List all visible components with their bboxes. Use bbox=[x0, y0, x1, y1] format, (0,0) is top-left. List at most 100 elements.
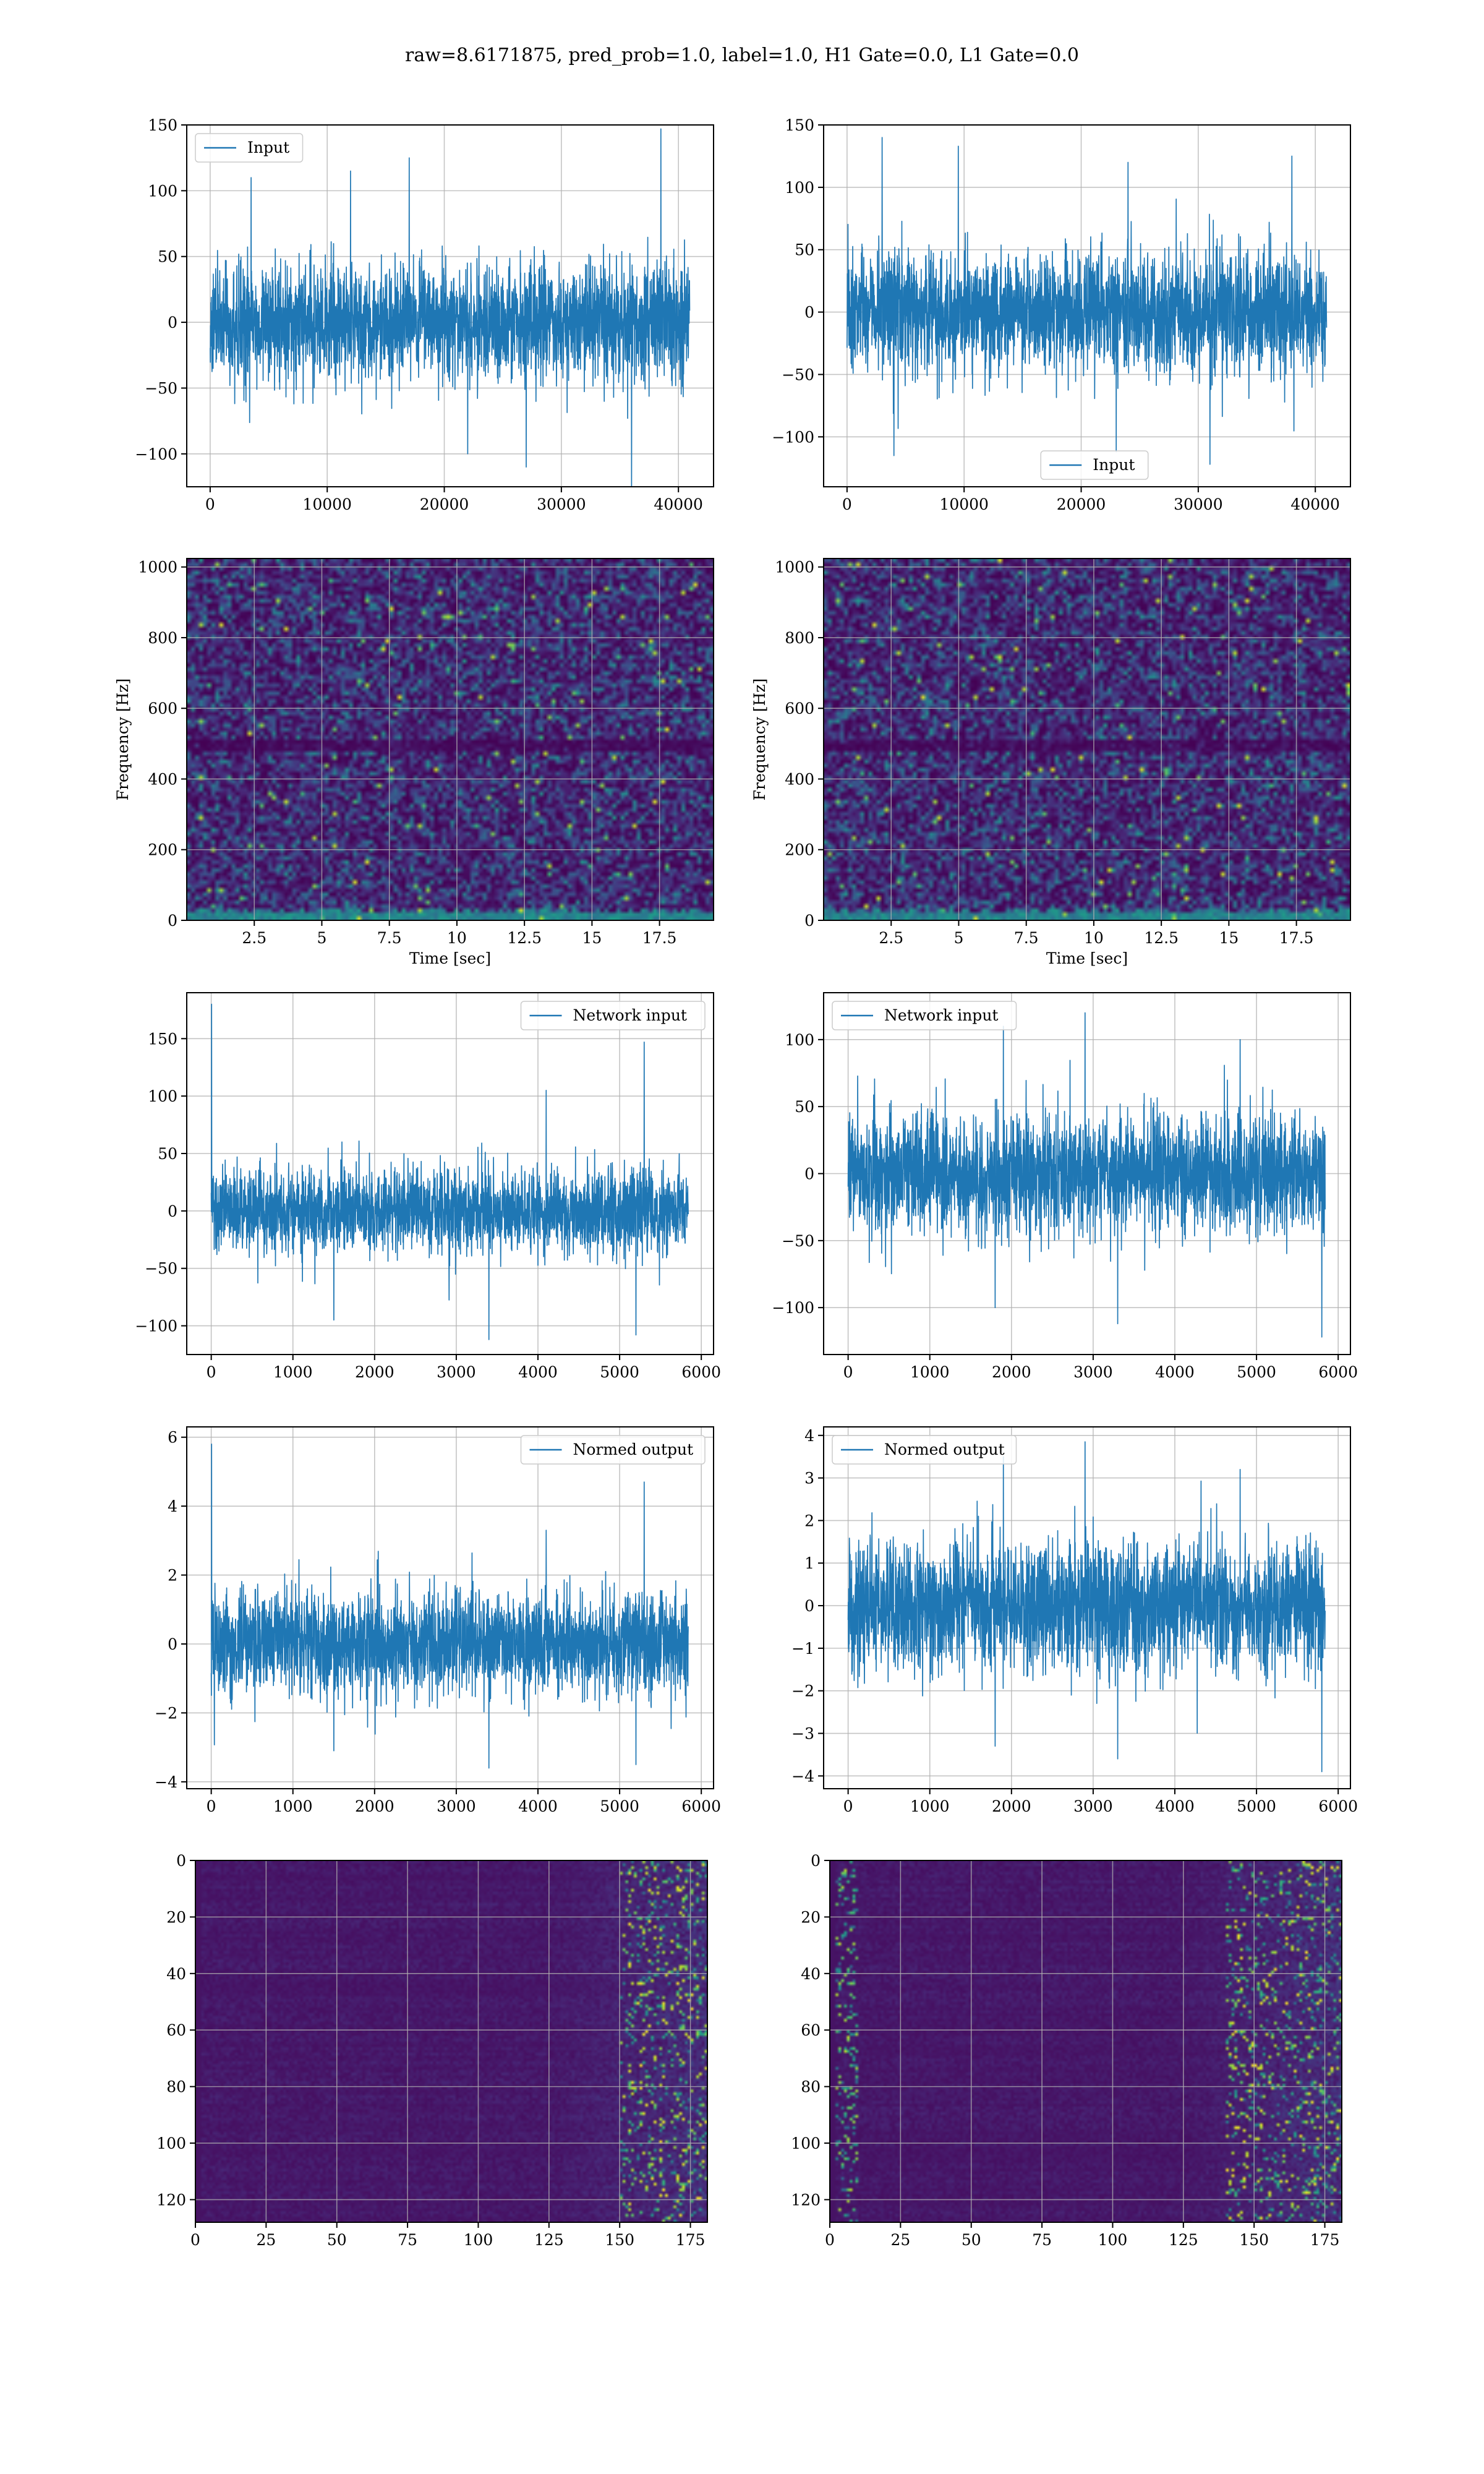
y-tick-label: 50 bbox=[795, 241, 814, 259]
y-tick-label: 80 bbox=[801, 2078, 821, 2096]
x-tick-label: 3000 bbox=[437, 1363, 476, 1381]
x-axis-label: Time [sec] bbox=[409, 949, 491, 967]
y-tick-label: 0 bbox=[804, 1597, 814, 1615]
network-input-left-legend: Network input bbox=[520, 1001, 706, 1030]
x-tick-label: 6000 bbox=[1318, 1797, 1358, 1815]
x-tick-label: 1000 bbox=[910, 1363, 950, 1381]
y-tick-label: 50 bbox=[158, 1145, 177, 1163]
normed-output-left-panel: 0 1000 2000 3000 4000 5000 6000 −4 −2 0 2 4 6 Normed … bbox=[155, 1426, 721, 1815]
y-tick-label: 2 bbox=[804, 1512, 814, 1530]
normed-output-right-legend: Normed output bbox=[832, 1435, 1017, 1465]
y-tick-label: 4 bbox=[804, 1427, 814, 1445]
y-tick-label: 3 bbox=[804, 1470, 814, 1487]
spectrogram-left-image bbox=[187, 559, 714, 920]
y-tick-label: −2 bbox=[155, 1704, 177, 1722]
y-tick-label: 1 bbox=[804, 1554, 814, 1572]
axes-frame bbox=[186, 558, 714, 921]
feature-map-left-panel: 0 25 50 75 100 125 150 175 0 20 40 60 80 100 120 bbox=[156, 1852, 708, 2249]
x-tick-label: 100 bbox=[1098, 2231, 1128, 2249]
network-input-right-legend: Network input bbox=[832, 1001, 1017, 1030]
x-tick-label: 175 bbox=[1310, 2231, 1340, 2249]
x-tick-label: 6000 bbox=[681, 1363, 721, 1381]
x-tick-label: 5000 bbox=[1237, 1363, 1276, 1381]
x-tick-label: 20000 bbox=[420, 495, 469, 513]
network-input-left-panel: 0 1000 2000 3000 4000 5000 6000 −100 −50 0 50 100 15… bbox=[135, 992, 721, 1381]
normed-output-left-legend: Normed output bbox=[520, 1435, 706, 1465]
x-tick-label: 17.5 bbox=[642, 929, 677, 947]
input-left-panel: 0 10000 20000 30000 40000 −100 −50 0 50 100 150 Inp… bbox=[135, 116, 714, 513]
y-tick-label: 40 bbox=[166, 1965, 186, 1983]
input-left-series-line bbox=[210, 128, 691, 487]
input-right-legend: Input bbox=[1040, 450, 1149, 480]
y-tick-label: −50 bbox=[782, 1232, 814, 1250]
x-tick-label: 15 bbox=[1219, 929, 1239, 947]
x-tick-label: 17.5 bbox=[1279, 929, 1314, 947]
x-tick-label: 0 bbox=[843, 1363, 853, 1381]
y-axis-label: Frequency [Hz] bbox=[751, 678, 769, 801]
x-tick-label: 5 bbox=[317, 929, 327, 947]
y-tick-label: −50 bbox=[145, 1260, 177, 1278]
x-tick-label: 40000 bbox=[1290, 495, 1340, 513]
x-tick-label: 4000 bbox=[1155, 1797, 1195, 1815]
y-tick-label: 400 bbox=[148, 770, 177, 788]
y-tick-label: 0 bbox=[168, 314, 177, 332]
x-tick-label: 4000 bbox=[518, 1797, 558, 1815]
axes-frame bbox=[195, 1860, 708, 2223]
y-tick-label: 100 bbox=[791, 2134, 821, 2152]
y-tick-label: 0 bbox=[804, 1165, 814, 1183]
axes-frame bbox=[829, 1860, 1342, 2223]
spectrogram-left-panel: 2.5 5 7.5 10 12.5 15 17.5 0 200 400 600 800 1000 Time… bbox=[114, 558, 714, 967]
x-tick-label: 30000 bbox=[1174, 495, 1223, 513]
x-tick-label: 30000 bbox=[537, 495, 586, 513]
x-tick-label: 0 bbox=[205, 495, 215, 513]
x-tick-label: 125 bbox=[534, 2231, 564, 2249]
x-tick-label: 1000 bbox=[273, 1363, 313, 1381]
feature-map-left-image bbox=[195, 1860, 707, 2222]
x-tick-label: 6000 bbox=[681, 1797, 721, 1815]
x-tick-label: 10 bbox=[1084, 929, 1104, 947]
x-tick-label: 2000 bbox=[992, 1797, 1031, 1815]
y-tick-label: −100 bbox=[772, 1299, 814, 1317]
x-tick-label: 150 bbox=[1239, 2231, 1269, 2249]
x-tick-label: 4000 bbox=[518, 1363, 558, 1381]
y-tick-label: 0 bbox=[168, 1202, 177, 1220]
y-tick-label: 0 bbox=[168, 1635, 177, 1653]
x-tick-label: 5000 bbox=[600, 1797, 639, 1815]
legend-label: Input bbox=[1093, 456, 1135, 474]
y-tick-label: −4 bbox=[791, 1767, 814, 1785]
y-tick-label: 200 bbox=[148, 841, 177, 859]
x-tick-label: 0 bbox=[842, 495, 852, 513]
x-tick-label: 0 bbox=[207, 1363, 216, 1381]
y-tick-label: 20 bbox=[801, 1908, 821, 1926]
x-tick-label: 2.5 bbox=[879, 929, 903, 947]
x-tick-label: 10000 bbox=[939, 495, 989, 513]
y-tick-label: 150 bbox=[785, 116, 814, 134]
legend-label: Network input bbox=[884, 1006, 998, 1024]
x-tick-label: 125 bbox=[1169, 2231, 1198, 2249]
x-tick-label: 0 bbox=[207, 1797, 216, 1815]
y-tick-label: 100 bbox=[785, 1031, 814, 1049]
y-tick-label: 200 bbox=[785, 841, 814, 859]
y-tick-label: 600 bbox=[148, 700, 177, 717]
legend-label: Input bbox=[247, 139, 289, 156]
y-tick-label: −1 bbox=[791, 1640, 814, 1658]
legend-label: Normed output bbox=[884, 1440, 1005, 1458]
x-tick-label: 0 bbox=[190, 2231, 200, 2249]
y-tick-label: 150 bbox=[148, 1030, 177, 1048]
y-tick-label: −100 bbox=[772, 428, 814, 446]
y-tick-label: 120 bbox=[791, 2191, 821, 2209]
y-tick-label: 60 bbox=[166, 2021, 186, 2039]
y-tick-label: 20 bbox=[166, 1908, 186, 1926]
y-tick-label: 400 bbox=[785, 770, 814, 788]
y-tick-label: 50 bbox=[158, 248, 177, 266]
y-tick-label: 4 bbox=[168, 1497, 177, 1515]
x-tick-label: 5 bbox=[954, 929, 964, 947]
y-tick-label: 0 bbox=[176, 1852, 186, 1870]
x-axis-label: Time [sec] bbox=[1046, 949, 1128, 967]
y-tick-label: −3 bbox=[791, 1725, 814, 1743]
x-tick-label: 10000 bbox=[302, 495, 352, 513]
y-tick-label: −50 bbox=[782, 366, 814, 383]
x-tick-label: 7.5 bbox=[377, 929, 402, 947]
x-tick-label: 0 bbox=[825, 2231, 835, 2249]
